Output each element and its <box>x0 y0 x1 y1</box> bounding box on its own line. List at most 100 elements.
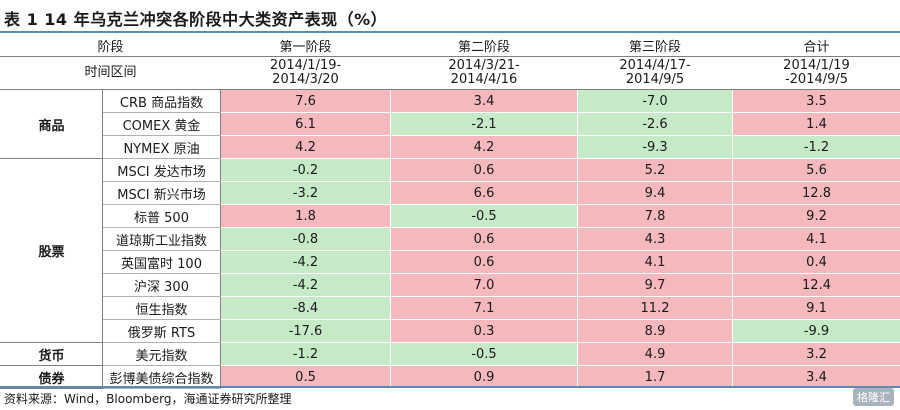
table-row: 沪深 300 -4.2 7.0 9.7 12.4 <box>1 273 900 297</box>
value-cell: 6.6 <box>390 181 579 205</box>
value-cell: -1.2 <box>220 342 392 366</box>
value-cell: 1.8 <box>220 204 392 228</box>
value-cell: 9.2 <box>732 204 900 228</box>
asset-name: CRB 商品指数 <box>101 89 222 113</box>
value-cell: 4.9 <box>577 342 734 366</box>
value-cell: -7.0 <box>577 89 734 113</box>
asset-name: 美元指数 <box>101 342 222 366</box>
value-cell: -0.8 <box>220 227 392 251</box>
value-cell: 0.4 <box>732 250 900 274</box>
header-stage-1: 第一阶段 <box>220 34 392 57</box>
asset-name: NYMEX 原油 <box>101 135 222 159</box>
table-row: 英国富时 100 -4.2 0.6 4.1 0.4 <box>1 250 900 274</box>
watermark-logo: 格隆汇 <box>853 388 894 406</box>
asset-name: 道琼斯工业指数 <box>101 227 222 251</box>
group-label: 股票 <box>0 158 103 343</box>
value-cell: -8.4 <box>220 296 392 320</box>
value-cell: 4.2 <box>390 135 579 159</box>
value-cell: 6.1 <box>220 112 392 136</box>
value-cell: 0.6 <box>390 250 579 274</box>
value-cell: 9.7 <box>577 273 734 297</box>
value-cell: -9.9 <box>732 319 900 343</box>
header-total: 合计 <box>732 34 900 57</box>
header-row-stage: 阶段 第一阶段 第二阶段 第三阶段 合计 <box>0 34 900 57</box>
value-cell: 3.4 <box>732 365 900 389</box>
value-cell: 7.6 <box>220 89 392 113</box>
header-range-label: 时间区间 <box>0 56 222 90</box>
range-start: 2014/1/19- <box>269 58 342 73</box>
group-label: 货币 <box>0 342 103 366</box>
value-cell: -3.2 <box>220 181 392 205</box>
top-rule <box>0 31 900 33</box>
table-row: 货币 美元指数 -1.2 -0.5 4.9 3.2 <box>0 342 900 366</box>
value-cell: 4.1 <box>732 227 900 251</box>
value-cell: 7.1 <box>390 296 579 320</box>
table-title: 表 1 14 年乌克兰冲突各阶段中大类资产表现（%） <box>4 10 388 29</box>
range-end: 2014/4/16 <box>450 72 518 87</box>
group-label: 商品 <box>0 89 103 159</box>
value-cell: 3.2 <box>732 342 900 366</box>
bottom-rule <box>0 386 900 388</box>
value-cell: 0.3 <box>390 319 579 343</box>
value-cell: -9.3 <box>577 135 734 159</box>
table-row: COMEX 黄金 6.1 -2.1 -2.6 1.4 <box>1 112 900 136</box>
asset-name: 俄罗斯 RTS <box>101 319 222 343</box>
value-cell: 12.4 <box>732 273 900 297</box>
value-cell: -17.6 <box>220 319 392 343</box>
value-cell: 0.5 <box>220 365 392 389</box>
table-row: 俄罗斯 RTS -17.6 0.3 8.9 -9.9 <box>1 319 900 343</box>
asset-name: MSCI 新兴市场 <box>101 181 222 205</box>
value-cell: -4.2 <box>220 250 392 274</box>
table-row: 标普 500 1.8 -0.5 7.8 9.2 <box>1 204 900 228</box>
value-cell: 12.8 <box>732 181 900 205</box>
asset-name: 恒生指数 <box>101 296 222 320</box>
header-range-total: 2014/1/19 -2014/9/5 <box>732 56 900 90</box>
table-row: 债券 彭博美债综合指数 0.5 0.9 1.7 3.4 <box>0 365 900 389</box>
value-cell: 4.2 <box>220 135 392 159</box>
value-cell: 3.5 <box>732 89 900 113</box>
value-cell: 7.8 <box>577 204 734 228</box>
asset-name: 英国富时 100 <box>101 250 222 274</box>
range-end: 2014/9/5 <box>625 72 685 87</box>
value-cell: 11.2 <box>577 296 734 320</box>
value-cell: 8.9 <box>577 319 734 343</box>
range-start: 2014/1/19 <box>783 58 850 73</box>
table-row: 恒生指数 -8.4 7.1 11.2 9.1 <box>1 296 900 320</box>
value-cell: -1.2 <box>732 135 900 159</box>
asset-name: 沪深 300 <box>101 273 222 297</box>
table-row: NYMEX 原油 4.2 4.2 -9.3 -1.2 <box>1 135 900 159</box>
value-cell: -2.6 <box>577 112 734 136</box>
group-label: 债券 <box>0 365 103 389</box>
header-range-2: 2014/3/21- 2014/4/16 <box>390 56 579 90</box>
range-start: 2014/3/21- <box>448 58 520 73</box>
value-cell: 7.0 <box>390 273 579 297</box>
value-cell: 1.4 <box>732 112 900 136</box>
value-cell: 5.6 <box>732 158 900 182</box>
value-cell: -0.2 <box>220 158 392 182</box>
source-note: 资料来源：Wind，Bloomberg，海通证券研究所整理 <box>4 392 292 406</box>
value-cell: 9.1 <box>732 296 900 320</box>
table-row: 股票 MSCI 发达市场 -0.2 0.6 5.2 5.6 <box>0 158 900 343</box>
value-cell: 1.7 <box>577 365 734 389</box>
value-cell: -4.2 <box>220 273 392 297</box>
table-row: 道琼斯工业指数 -0.8 0.6 4.3 4.1 <box>1 227 900 251</box>
table-row: MSCI 新兴市场 -3.2 6.6 9.4 12.8 <box>1 181 900 205</box>
value-cell: 3.4 <box>390 89 579 113</box>
header-stage-3: 第三阶段 <box>577 34 734 57</box>
range-start: 2014/4/17- <box>619 58 691 73</box>
value-cell: 4.1 <box>577 250 734 274</box>
value-cell: 5.2 <box>577 158 734 182</box>
value-cell: -0.5 <box>390 342 579 366</box>
value-cell: -0.5 <box>390 204 579 228</box>
header-stage-2: 第二阶段 <box>390 34 579 57</box>
asset-name: COMEX 黄金 <box>101 112 222 136</box>
range-end: 2014/3/20 <box>272 72 339 87</box>
asset-performance-table: 阶段 第一阶段 第二阶段 第三阶段 合计 时间区间 2014/1/19- 2014… <box>0 34 900 389</box>
range-end: -2014/9/5 <box>784 72 849 87</box>
value-cell: 9.4 <box>577 181 734 205</box>
value-cell: 0.9 <box>390 365 579 389</box>
header-row-range: 时间区间 2014/1/19- 2014/3/20 2014/3/21- 2014/… <box>0 56 900 90</box>
header-range-3: 2014/4/17- 2014/9/5 <box>577 56 734 90</box>
asset-name: MSCI 发达市场 <box>101 158 222 182</box>
value-cell: 0.6 <box>390 158 579 182</box>
